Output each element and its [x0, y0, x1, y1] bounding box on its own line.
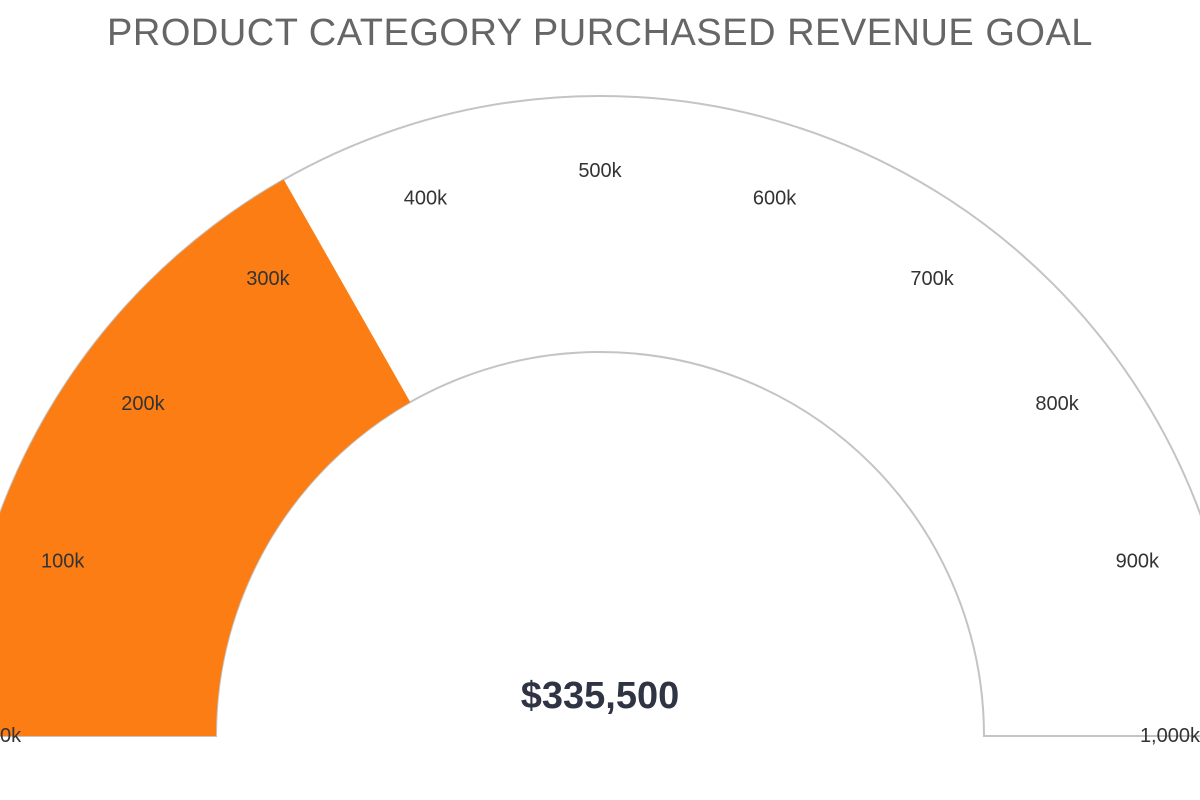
tick-label: 100k — [41, 550, 85, 572]
tick-label: 300k — [246, 268, 290, 290]
tick-label: 0k — [0, 725, 22, 747]
gauge-value-fill — [0, 179, 411, 736]
tick-label: 700k — [910, 268, 954, 290]
tick-label: 400k — [404, 188, 448, 210]
gauge-value-label: $335,500 — [521, 675, 680, 717]
chart-title: PRODUCT CATEGORY PURCHASED REVENUE GOAL — [107, 12, 1093, 54]
tick-label: 200k — [121, 393, 165, 415]
tick-label: 1,000k — [1140, 725, 1200, 747]
tick-label: 500k — [578, 160, 622, 182]
tick-label: 800k — [1035, 393, 1079, 415]
tick-label: 600k — [753, 188, 797, 210]
tick-label: 900k — [1116, 550, 1160, 572]
gauge-tick-labels: 0k 100k 200k 300k 400k 500k 600k 700k 800k 900k 1,… — [0, 160, 1200, 747]
